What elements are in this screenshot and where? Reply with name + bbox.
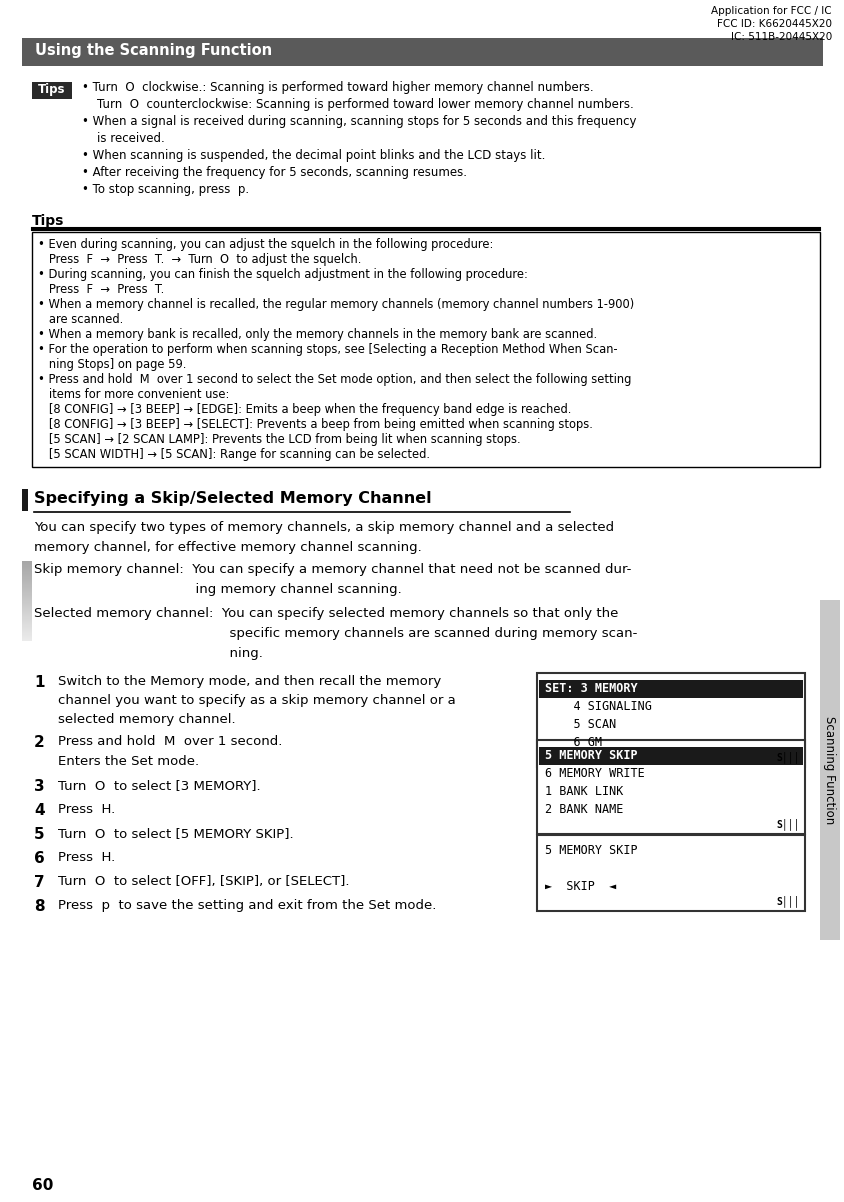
Bar [537, 740, 804, 834]
Text: Turn  O  to select [OFF], [SKIP], or [SELECT].: Turn O to select [OFF], [SKIP], or [SELE… [58, 875, 349, 888]
Text: items for more convenient use:: items for more convenient use: [38, 388, 229, 401]
Text: 5 MEMORY SKIP: 5 MEMORY SKIP [544, 844, 637, 857]
Text: 5 MEMORY SKIP: 5 MEMORY SKIP [544, 749, 637, 762]
Text: Turn  O  to select [3 MEMORY].: Turn O to select [3 MEMORY]. [58, 779, 260, 792]
Text: Specifying a Skip/Selected Memory Channel: Specifying a Skip/Selected Memory Channe… [34, 490, 431, 506]
Text: Press  F  →  Press  T.  →  Turn  O  to adjust the squelch.: Press F → Press T. → Turn O to adjust th… [38, 252, 361, 266]
Text: 8: 8 [34, 899, 45, 914]
Text: 5 SCAN: 5 SCAN [544, 718, 615, 731]
Text: 4 SIGNALING: 4 SIGNALING [544, 700, 651, 713]
Bar [819, 600, 839, 940]
Text: 3: 3 [34, 779, 45, 795]
Text: ning.: ning. [34, 647, 262, 660]
Text: You can specify two types of memory channels, a skip memory channel and a select: You can specify two types of memory chan… [34, 520, 614, 534]
Bar [537, 673, 804, 767]
Text: • When scanning is suspended, the decimal point blinks and the LCD stays lit.: • When scanning is suspended, the decima… [82, 149, 544, 162]
Text: • Even during scanning, you can adjust the squelch in the following procedure:: • Even during scanning, you can adjust t… [38, 238, 493, 251]
Text: 6 MEMORY WRITE: 6 MEMORY WRITE [544, 767, 644, 780]
Text: ing memory channel scanning.: ing memory channel scanning. [34, 583, 401, 596]
Text: [8 CONFIG] → [3 BEEP] → [SELECT]: Prevents a beep from being emitted when scanni: [8 CONFIG] → [3 BEEP] → [SELECT]: Preven… [38, 418, 592, 432]
Text: Tips: Tips [32, 214, 64, 228]
Text: Switch to the Memory mode, and then recall the memory: Switch to the Memory mode, and then reca… [58, 676, 441, 688]
Bar [538, 746, 802, 764]
Text: Press  F  →  Press  T.: Press F → Press T. [38, 282, 164, 296]
Text: S│││: S│││ [776, 819, 799, 831]
Bar [538, 680, 802, 698]
Text: 4: 4 [34, 803, 45, 819]
Text: [8 CONFIG] → [3 BEEP] → [EDGE]: Emits a beep when the frequency band edge is rea: [8 CONFIG] → [3 BEEP] → [EDGE]: Emits a … [38, 403, 571, 416]
Text: 2: 2 [34, 734, 45, 750]
Text: 1 BANK LINK: 1 BANK LINK [544, 785, 623, 798]
Text: 5: 5 [34, 827, 45, 841]
Text: • For the operation to perform when scanning stops, see [Selecting a Reception M: • For the operation to perform when scan… [38, 343, 617, 356]
Text: channel you want to specify as a skip memory channel or a: channel you want to specify as a skip me… [58, 694, 455, 707]
Text: • When a memory channel is recalled, the regular memory channels (memory channel: • When a memory channel is recalled, the… [38, 298, 634, 311]
Bar [22, 38, 822, 66]
Text: S│││: S│││ [776, 895, 799, 908]
Text: ►  SKIP  ◄: ► SKIP ◄ [544, 880, 615, 893]
Text: Press and hold  M  over 1 second.: Press and hold M over 1 second. [58, 734, 282, 748]
Text: Press  p  to save the setting and exit from the Set mode.: Press p to save the setting and exit fro… [58, 899, 436, 912]
Text: 7: 7 [34, 875, 45, 889]
Text: 2 BANK NAME: 2 BANK NAME [544, 803, 623, 816]
Bar [32, 232, 819, 468]
Text: [5 SCAN WIDTH] → [5 SCAN]: Range for scanning can be selected.: [5 SCAN WIDTH] → [5 SCAN]: Range for sca… [38, 448, 430, 462]
Bar [537, 835, 804, 911]
Text: Turn  O  to select [5 MEMORY SKIP].: Turn O to select [5 MEMORY SKIP]. [58, 827, 293, 840]
Bar [22, 489, 28, 511]
Text: [5 SCAN] → [2 SCAN LAMP]: Prevents the LCD from being lit when scanning stops.: [5 SCAN] → [2 SCAN LAMP]: Prevents the L… [38, 433, 520, 446]
Text: Press  H.: Press H. [58, 803, 115, 816]
Text: SET: 3 MEMORY: SET: 3 MEMORY [544, 682, 637, 695]
Text: Selected memory channel:  You can specify selected memory channels so that only : Selected memory channel: You can specify… [34, 607, 618, 620]
Text: FCC ID: K6620445X20: FCC ID: K6620445X20 [717, 19, 831, 29]
Text: • Press and hold  M  over 1 second to select the Set mode option, and then selec: • Press and hold M over 1 second to sele… [38, 373, 630, 386]
Text: Skip memory channel:  You can specify a memory channel that need not be scanned : Skip memory channel: You can specify a m… [34, 563, 630, 576]
Text: • After receiving the frequency for 5 seconds, scanning resumes.: • After receiving the frequency for 5 se… [82, 166, 467, 179]
Text: memory channel, for effective memory channel scanning.: memory channel, for effective memory cha… [34, 541, 421, 554]
Text: ning Stops] on page 59.: ning Stops] on page 59. [38, 358, 187, 371]
Text: • To stop scanning, press  p.: • To stop scanning, press p. [82, 183, 249, 196]
Text: Scanning Function: Scanning Function [823, 716, 836, 825]
Text: Turn  O  counterclockwise: Scanning is performed toward lower memory channel num: Turn O counterclockwise: Scanning is per… [82, 99, 633, 111]
Text: Press  H.: Press H. [58, 851, 115, 864]
Text: specific memory channels are scanned during memory scan-: specific memory channels are scanned dur… [34, 627, 636, 639]
Text: Enters the Set mode.: Enters the Set mode. [58, 755, 199, 768]
Text: 60: 60 [32, 1178, 53, 1194]
Text: is received.: is received. [82, 132, 165, 145]
Text: are scanned.: are scanned. [38, 313, 123, 326]
Text: • When a memory bank is recalled, only the memory channels in the memory bank ar: • When a memory bank is recalled, only t… [38, 328, 597, 341]
Text: • Turn  O  clockwise.: Scanning is performed toward higher memory channel number: • Turn O clockwise.: Scanning is perform… [82, 81, 593, 94]
Text: Using the Scanning Function: Using the Scanning Function [35, 43, 272, 58]
Text: Application for FCC / IC: Application for FCC / IC [711, 6, 831, 16]
Text: selected memory channel.: selected memory channel. [58, 713, 235, 726]
Text: 1: 1 [34, 676, 45, 690]
Text: S│││: S│││ [776, 751, 799, 763]
Text: • During scanning, you can finish the squelch adjustment in the following proced: • During scanning, you can finish the sq… [38, 268, 528, 281]
Text: Tips: Tips [38, 83, 66, 96]
Text: 6: 6 [34, 851, 45, 865]
Text: • When a signal is received during scanning, scanning stops for 5 seconds and th: • When a signal is received during scann… [82, 115, 636, 127]
Text: 6 GM: 6 GM [544, 736, 601, 749]
Text: IC: 511B-20445X20: IC: 511B-20445X20 [730, 32, 831, 42]
Bar [32, 82, 72, 99]
